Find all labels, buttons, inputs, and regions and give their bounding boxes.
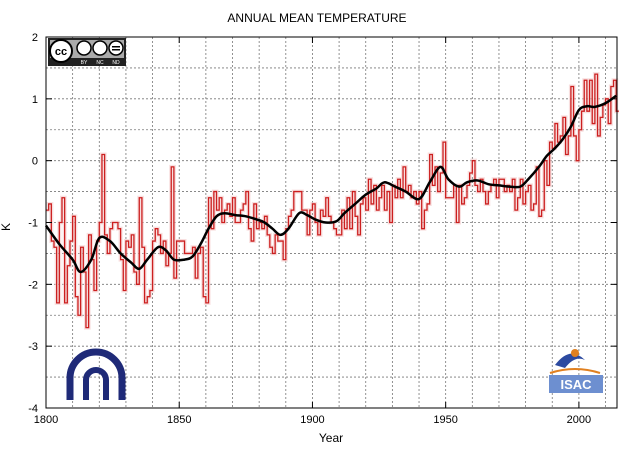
- cc-license-badge: cc BY NC ND: [48, 38, 126, 66]
- cc-label-by: BY: [81, 60, 88, 66]
- y-tick-label: -1: [28, 218, 38, 230]
- y-tick-label: -2: [28, 279, 38, 291]
- annual-step-line: [46, 73, 619, 329]
- cc-letters: cc: [55, 46, 67, 58]
- annual-step-halo: [46, 72, 619, 330]
- y-tick-label: -3: [28, 341, 38, 353]
- chart-title: ANNUAL MEAN TEMPERATURE: [227, 11, 406, 25]
- isac-logo: ISAC: [549, 349, 603, 393]
- cc-label-nd: ND: [112, 60, 120, 66]
- x-tick-label: 2000: [567, 414, 591, 426]
- cnr-logo: [66, 348, 126, 400]
- smooth-curve: [44, 94, 617, 274]
- y-tick-label: 2: [32, 32, 38, 44]
- y-tick-label: 0: [32, 156, 38, 168]
- x-tick-label: 1850: [167, 414, 191, 426]
- cc-label-nc: NC: [96, 60, 104, 66]
- nd-icon: [108, 40, 124, 56]
- x-tick-label: 1900: [300, 414, 324, 426]
- nc-icon: [92, 40, 108, 56]
- y-tick-label: 1: [32, 94, 38, 106]
- y-tick-label: -4: [28, 403, 38, 415]
- x-axis-label: Year: [319, 431, 343, 445]
- isac-text: ISAC: [560, 377, 592, 392]
- annual-series: [46, 72, 619, 330]
- x-tick-label: 1800: [34, 414, 58, 426]
- by-icon: [76, 40, 92, 56]
- smooth-series: [44, 94, 617, 274]
- y-axis-label: K: [0, 223, 13, 231]
- x-tick-label: 1950: [433, 414, 457, 426]
